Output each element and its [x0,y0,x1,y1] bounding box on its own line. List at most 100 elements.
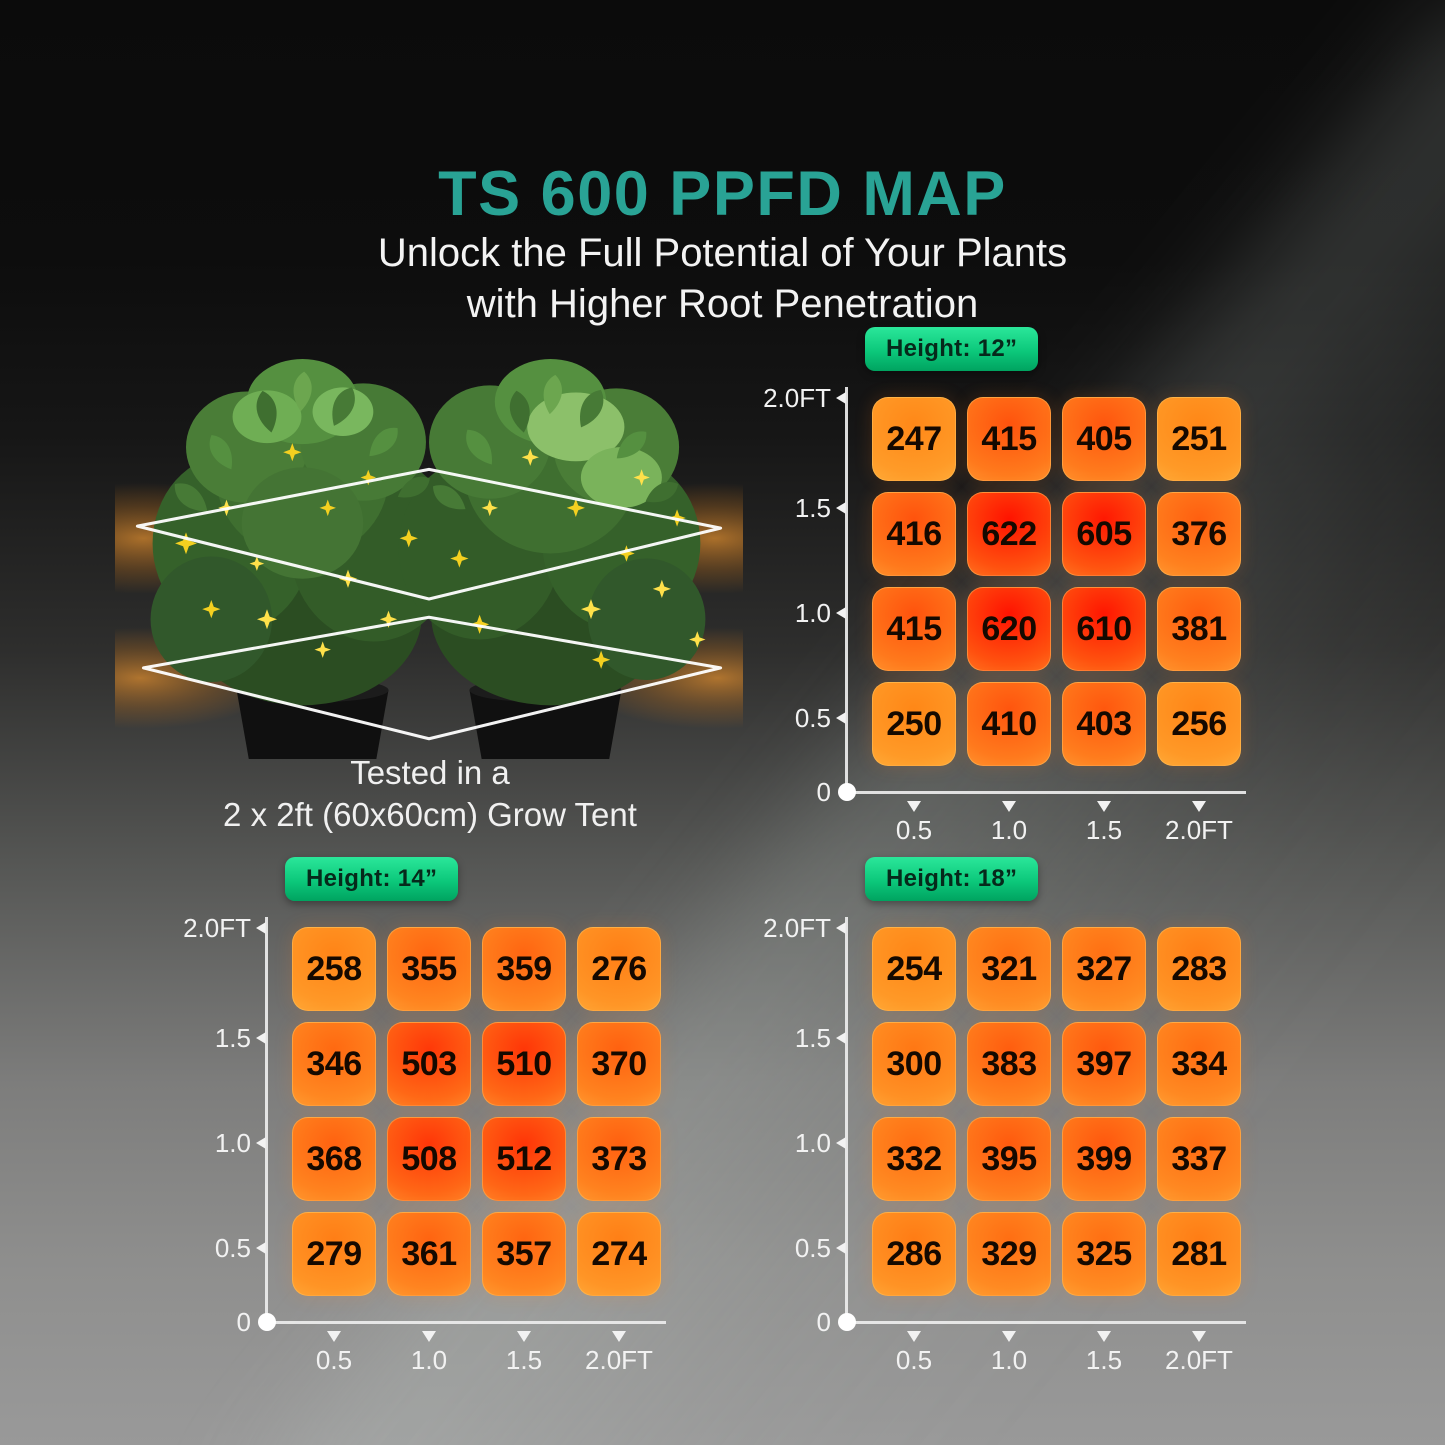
y-axis-label: 0.5 [794,703,831,733]
x-tick-icon [517,1331,531,1342]
ppfd-cell: 620 [967,587,1051,671]
ppfd-cell: 508 [387,1117,471,1201]
ppfd-cell: 503 [387,1022,471,1106]
ppfd-cell: 376 [1157,492,1241,576]
y-axis-label: 1.5 [214,1023,251,1053]
y-axis-label: 0 [816,777,831,807]
caption-line-1: Tested in a [350,754,510,791]
y-axis-label: 0.5 [214,1233,251,1263]
ppfd-cell: 416 [872,492,956,576]
ppfd-cell: 415 [967,397,1051,481]
axis-origin-dot [838,1313,856,1331]
y-tick-icon [256,1032,266,1044]
x-tick-icon [1192,801,1206,812]
caption-line-2: 2 x 2ft (60x60cm) Grow Tent [223,795,637,833]
y-tick-icon [836,1242,846,1254]
x-axis-label: 1.5 [1085,815,1123,845]
ppfd-cell: 403 [1062,682,1146,766]
y-tick-icon [836,712,846,724]
x-axis-line [846,791,1246,794]
ppfd-cell: 332 [872,1117,956,1201]
ppfd-cell: 512 [482,1117,566,1201]
x-tick-icon [1002,801,1016,812]
x-tick-icon [1097,801,1111,812]
x-axis-line [846,1321,1246,1324]
axis-origin-dot [838,783,856,801]
ppfd-cell: 283 [1157,927,1241,1011]
y-axis-label: 2.0FT [763,383,831,413]
height-badge-label: Height: 12” [886,335,1018,362]
ppfd-cell: 247 [872,397,956,481]
ppfd-cell: 395 [967,1117,1051,1201]
x-axis-label: 2.0FT [585,1345,653,1375]
ppfd-grid: 258 355 359 276 346 503 510 370 368 508 512 373 279 3… [292,927,661,1296]
ppfd-cell: 279 [292,1212,376,1296]
page-title: TS 600 PPFD MAP [438,159,1007,230]
ppfd-cell: 327 [1062,927,1146,1011]
plants-image [115,359,743,759]
x-tick-icon [1002,1331,1016,1342]
x-axis-label: 1.0 [990,815,1028,845]
x-axis-label: 0.5 [315,1345,353,1375]
ppfd-cell: 383 [967,1022,1051,1106]
ppfd-cell: 370 [577,1022,661,1106]
x-tick-icon [907,1331,921,1342]
ppfd-cell: 254 [872,927,956,1011]
ppfd-cell: 381 [1157,587,1241,671]
x-tick-icon [1192,1331,1206,1342]
ppfd-cell: 334 [1157,1022,1241,1106]
ppfd-cell: 405 [1062,397,1146,481]
ppfd-cell: 399 [1062,1117,1146,1201]
y-tick-icon [836,607,846,619]
page-subtitle: Unlock the Full Potential of Your Plants… [0,228,1445,330]
plant-caption: Tested in a 2 x 2ft (60x60cm) Grow Tent [125,752,735,835]
ppfd-cell: 410 [967,682,1051,766]
y-axis-label: 2.0FT [183,913,251,943]
x-tick-icon [422,1331,436,1342]
y-tick-icon [256,1137,266,1149]
ppfd-cell: 373 [577,1117,661,1201]
ppfd-cell: 337 [1157,1117,1241,1201]
ppfd-cell: 359 [482,927,566,1011]
y-axis-label: 0 [236,1307,251,1337]
y-tick-icon [256,922,266,934]
y-axis-label: 1.0 [794,1128,831,1158]
ppfd-cell: 250 [872,682,956,766]
x-tick-icon [907,801,921,812]
ppfd-cell: 274 [577,1212,661,1296]
ppfd-cell: 415 [872,587,956,671]
ppfd-cell: 610 [1062,587,1146,671]
x-axis-label: 1.5 [505,1345,543,1375]
ppfd-chart-14in: Height: 14” 2.0FT 1.5 1.0 0.5 0 258 355 35… [175,855,695,1385]
height-badge: Height: 18” [865,857,1039,901]
y-tick-icon [836,502,846,514]
ppfd-cell: 510 [482,1022,566,1106]
ppfd-cell: 256 [1157,682,1241,766]
ppfd-cell: 325 [1062,1212,1146,1296]
ppfd-cell: 276 [577,927,661,1011]
ppfd-chart-18in: Height: 18” 2.0FT 1.5 1.0 0.5 0 254 321 32… [755,855,1275,1385]
ppfd-cell: 321 [967,927,1051,1011]
x-axis-label: 1.0 [410,1345,448,1375]
ppfd-cell: 605 [1062,492,1146,576]
grow-area-wireframe [135,467,723,741]
height-badge: Height: 14” [285,857,459,901]
y-axis-line [845,917,848,1323]
x-axis-label: 2.0FT [1165,815,1233,845]
ppfd-cell: 281 [1157,1212,1241,1296]
height-badge-label: Height: 18” [886,865,1018,892]
y-axis-label: 1.0 [794,598,831,628]
x-axis-label: 2.0FT [1165,1345,1233,1375]
y-axis-label: 0 [816,1307,831,1337]
y-axis-line [265,917,268,1323]
ppfd-cell: 286 [872,1212,956,1296]
y-tick-icon [836,1137,846,1149]
y-axis-label: 1.5 [794,1023,831,1053]
ppfd-grid: 247 415 405 251 416 622 605 376 415 620 610 381 250 4… [872,397,1241,766]
y-axis-line [845,387,848,793]
y-tick-icon [256,1242,266,1254]
ppfd-cell: 357 [482,1212,566,1296]
ppfd-cell: 329 [967,1212,1051,1296]
ppfd-cell: 251 [1157,397,1241,481]
